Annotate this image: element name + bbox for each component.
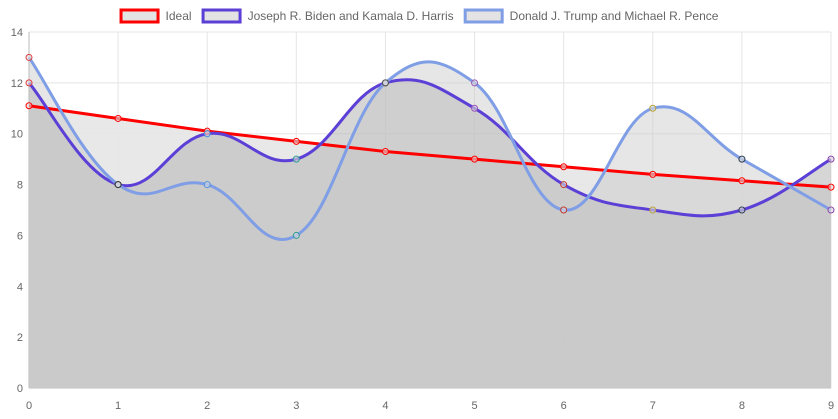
x-tick-label: 6 (561, 400, 567, 412)
legend-item-2[interactable]: Donald J. Trump and Michael R. Pence (463, 8, 719, 24)
x-tick-label: 4 (382, 400, 388, 412)
data-point[interactable] (471, 104, 479, 112)
legend-swatch (463, 8, 504, 24)
data-point[interactable] (649, 170, 657, 178)
series-points (25, 53, 835, 239)
data-point[interactable] (114, 114, 122, 122)
legend-swatch (201, 8, 242, 24)
data-point[interactable] (381, 148, 389, 156)
data-point[interactable] (292, 231, 300, 239)
legend-label: Ideal (166, 9, 192, 23)
y-tick-label: 4 (17, 281, 23, 293)
x-tick-label: 8 (739, 400, 745, 412)
legend-swatch (119, 8, 160, 24)
y-tick-label: 10 (11, 129, 23, 141)
x-tick-label: 0 (26, 400, 32, 412)
data-point[interactable] (560, 163, 568, 171)
y-tick-label: 8 (17, 180, 23, 192)
data-point[interactable] (738, 206, 746, 214)
y-tick-label: 2 (17, 332, 23, 344)
legend-item-0[interactable]: Ideal (119, 8, 192, 24)
data-point[interactable] (738, 155, 746, 163)
x-tick-label: 1 (115, 400, 121, 412)
series-line-0[interactable] (28, 104, 832, 189)
series-line-1[interactable] (27, 78, 832, 218)
y-tick-label: 0 (17, 383, 23, 395)
data-point[interactable] (471, 155, 479, 163)
series-area-2 (29, 57, 831, 389)
legend-label: Joseph R. Biden and Kamala D. Harris (248, 9, 454, 23)
data-point[interactable] (25, 102, 33, 110)
x-tick-label: 9 (828, 400, 834, 412)
data-point[interactable] (649, 104, 657, 112)
data-point[interactable] (381, 79, 389, 87)
data-point[interactable] (292, 137, 300, 145)
x-tick-label: 2 (204, 400, 210, 412)
y-tick-label: 12 (11, 78, 23, 90)
x-tick-label: 5 (471, 400, 477, 412)
data-point[interactable] (827, 183, 835, 191)
y-tick-label: 6 (17, 230, 23, 242)
legend: Ideal Joseph R. Biden and Kamala D. Harri… (119, 8, 719, 24)
y-axis: 0 2 4 6 8 10 12 14 (11, 27, 23, 395)
data-point[interactable] (560, 181, 568, 189)
x-tick-label: 3 (293, 400, 299, 412)
legend-label: Donald J. Trump and Michael R. Pence (510, 9, 719, 23)
series-lines (27, 56, 832, 241)
legend-item-1[interactable]: Joseph R. Biden and Kamala D. Harris (201, 8, 454, 24)
data-point[interactable] (292, 155, 300, 163)
x-axis: 0 1 2 3 4 5 6 7 8 9 (26, 400, 834, 412)
data-point[interactable] (827, 206, 835, 214)
series-area-1 (29, 79, 831, 389)
series-line-2[interactable] (27, 56, 832, 241)
data-point[interactable] (203, 181, 211, 189)
y-tick-label: 14 (11, 27, 23, 39)
data-point[interactable] (25, 53, 33, 61)
area-fills (29, 57, 831, 389)
data-point[interactable] (114, 181, 122, 189)
data-point[interactable] (203, 130, 211, 138)
x-tick-label: 7 (650, 400, 656, 412)
data-point[interactable] (560, 206, 568, 214)
data-point[interactable] (25, 79, 33, 87)
data-point[interactable] (649, 206, 657, 214)
data-point[interactable] (827, 155, 835, 163)
data-point[interactable] (471, 79, 479, 87)
data-point[interactable] (738, 177, 746, 185)
